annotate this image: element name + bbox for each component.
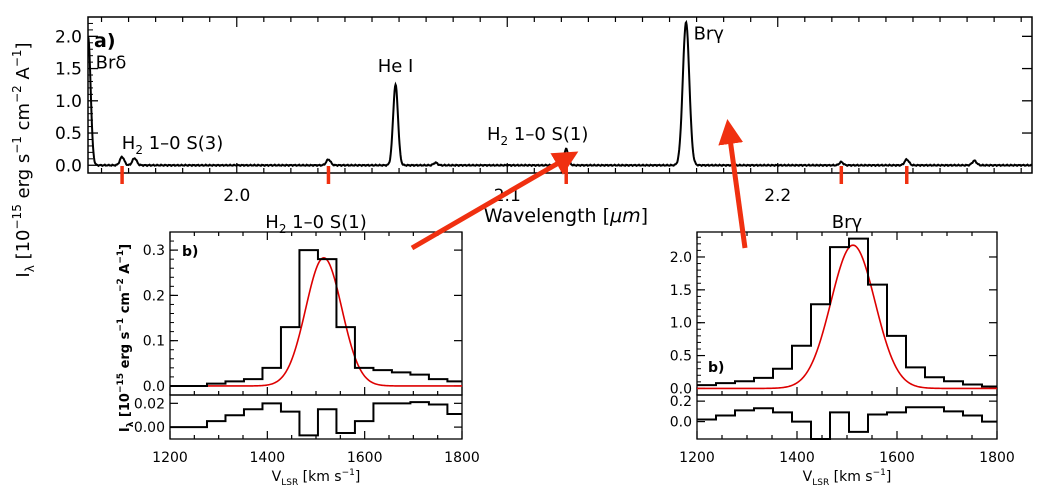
residual-tick-label: 0.0 — [670, 415, 692, 431]
x-tick-label: 1400 — [779, 450, 815, 466]
panel-a-y-tick-label: 0.0 — [55, 156, 82, 176]
label-br-delta: Brδ — [96, 53, 127, 74]
x-tick-label: 1800 — [979, 450, 1015, 466]
label-h2-s3: H2 1–0 S(3) — [122, 133, 223, 157]
y-tick-label: 0.0 — [670, 381, 692, 397]
panel-b-brg-main-frame — [696, 231, 998, 396]
y-tick-label: 2.0 — [670, 250, 692, 266]
label-h2-s1: H2 1–0 S(1) — [487, 124, 588, 148]
panel-a-line-markers — [120, 166, 909, 184]
x-tick-label: 1400 — [250, 450, 286, 466]
panel-b-h2-residual-histogram — [170, 401, 462, 437]
panel-a-y-tick-label: 1.0 — [55, 92, 82, 112]
panel-b-brg-x-axis: 1200 1400 1600 1800 — [679, 232, 1015, 466]
residual-tick-label: 0.2 — [670, 394, 692, 410]
x-tick-label: 1200 — [152, 450, 188, 466]
panel-a-line-labels: Brδ He I Brγ H2 1–0 S(3) H2 1–0 S(1) — [96, 24, 725, 158]
panel-a-y-tick-label: 1.5 — [55, 60, 82, 80]
panel-a-y-tick-label: 2.0 — [55, 27, 82, 47]
panel-b-brg-title: Brγ — [832, 212, 863, 233]
arrow-to-br-gamma — [718, 119, 748, 249]
panel-a-y-label: Iλ [10−15 erg s−1 cm−2 A−1] — [10, 42, 37, 277]
label-he-i: He I — [378, 56, 414, 77]
y-tick-label: 1.0 — [670, 316, 692, 332]
panel-a-x-tick-label: 2.2 — [764, 186, 791, 206]
panel-b-brg-data-histogram — [697, 237, 997, 388]
x-tick-label: 1600 — [347, 450, 383, 466]
panel-a-frame — [87, 16, 1033, 174]
x-tick-label: 1200 — [679, 450, 715, 466]
panel-b-h2-x-axis: 1200 1400 1600 1800 — [152, 232, 480, 466]
residual-tick-label: 0.00 — [134, 420, 165, 436]
panel-b-brg-residual-frame — [696, 394, 998, 440]
panel-b-h2-y-label: Iλ [10−15 erg s−1 cm−2 A−1] — [116, 244, 136, 432]
x-tick-label: 1600 — [879, 450, 915, 466]
panel-b-brg-residual-axis: 0.00.2 — [670, 394, 997, 431]
panel-a-y-axis: 0.0 0.5 1.0 1.5 2.0 — [55, 22, 1032, 176]
panel-b-h2-main-frame — [169, 231, 463, 396]
label-br-gamma: Brγ — [694, 24, 725, 45]
panel-b-h2: H2 1–0 S(1) 0.0 0.1 0.2 0.3 0.00 0.02 1200 14… — [116, 212, 480, 488]
panel-b-h2-gaussian-fit — [170, 256, 462, 387]
panel-b-h2-label: b) — [182, 244, 198, 260]
panel-b-h2-y-axis: 0.0 0.1 0.2 0.3 — [143, 240, 462, 395]
panel-b-brg-label: b) — [708, 360, 724, 376]
panel-b-h2-title: H2 1–0 S(1) — [265, 212, 366, 236]
y-tick-label: 0.1 — [143, 334, 165, 350]
panel-a: 0.0 0.5 1.0 1.5 2.0 2.0 2.1 2.2 Brδ He I Brγ H2 1… — [10, 16, 1033, 278]
y-tick-label: 0.3 — [143, 243, 165, 259]
panel-a-y-tick-label: 0.5 — [55, 124, 82, 144]
panel-b-h2-x-label: VLSR [km s−1] — [272, 468, 361, 488]
residual-tick-label: 0.02 — [134, 396, 165, 412]
panel-b-brg-gaussian-fit — [697, 244, 997, 390]
y-tick-label: 1.5 — [670, 283, 692, 299]
arrow-to-h2-s1 — [410, 151, 579, 251]
panel-a-label: a) — [94, 30, 116, 52]
panel-b-h2-data-histogram — [170, 249, 462, 387]
y-tick-label: 0.0 — [143, 379, 165, 395]
y-tick-label: 0.2 — [143, 288, 165, 304]
panel-b-brg-y-axis: 0.0 0.5 1.0 1.5 2.0 — [670, 236, 997, 397]
panel-b-brg: Brγ 0.00.51.01.52.0 0.00.2 1200 1400 1600 1… — [670, 212, 1015, 488]
panel-a-x-axis: 2.0 2.1 2.2 — [100, 17, 1022, 206]
y-tick-label: 0.5 — [670, 349, 692, 365]
panel-a-x-tick-label: 2.0 — [223, 186, 250, 206]
x-tick-label: 1800 — [444, 450, 480, 466]
panel-b-brg-x-label: VLSR [km s−1] — [803, 468, 892, 488]
panel-b-brg-residual-histogram — [697, 406, 997, 440]
panel-a-x-label: Wavelength [μm] — [484, 205, 648, 227]
